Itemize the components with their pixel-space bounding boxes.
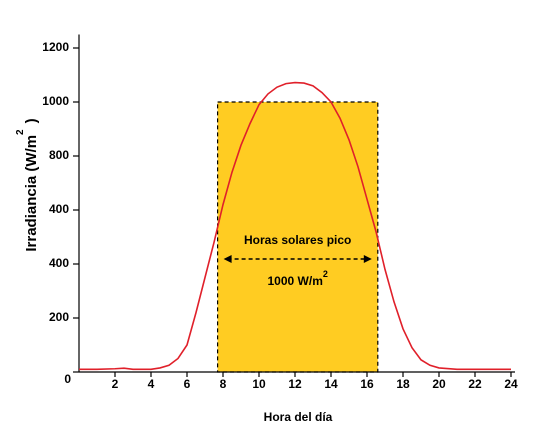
x-tick-label: 14 — [324, 377, 338, 391]
x-tick-label: 22 — [468, 377, 482, 391]
y-tick-label: 800 — [49, 148, 69, 162]
arrow-head — [363, 255, 372, 263]
y-tick-label: 400 — [49, 256, 69, 270]
irradiance-curve — [79, 81, 511, 371]
y-tick-label: 1200 — [42, 40, 69, 54]
y-tick-label: 0 — [64, 372, 71, 386]
x-tick-label: 12 — [288, 377, 302, 391]
x-tick-label: 16 — [360, 377, 374, 391]
x-tick-label: 10 — [252, 377, 266, 391]
x-tick-label: 18 — [396, 377, 410, 391]
x-tick-label: 20 — [432, 377, 446, 391]
annotation-sup: 2 — [323, 269, 328, 279]
x-tick-label: 4 — [148, 377, 155, 391]
x-tick-label: 24 — [504, 377, 518, 391]
x-tick-label: 2 — [112, 377, 119, 391]
x-axis-label: Hora del día — [264, 410, 333, 424]
annotation: Horas solares pico — [244, 233, 351, 247]
arrow-head — [223, 255, 232, 263]
y-axis-label-sup: 2 — [15, 129, 26, 135]
y-axis-label-text: Irradiancia (W/m — [23, 135, 40, 252]
annotation: 1000 W/m2 — [268, 269, 328, 288]
y-axis-label: Irradiancia (W/m2) — [15, 118, 40, 251]
x-tick-label: 6 — [184, 377, 191, 391]
annotation-text: 1000 W/m — [268, 274, 323, 288]
y-axis-label-end: ) — [23, 118, 40, 123]
y-tick-label: 1000 — [42, 94, 69, 108]
y-tick-label: 200 — [49, 310, 69, 324]
y-tick-label: 400 — [49, 202, 69, 216]
x-tick-label: 8 — [220, 377, 227, 391]
